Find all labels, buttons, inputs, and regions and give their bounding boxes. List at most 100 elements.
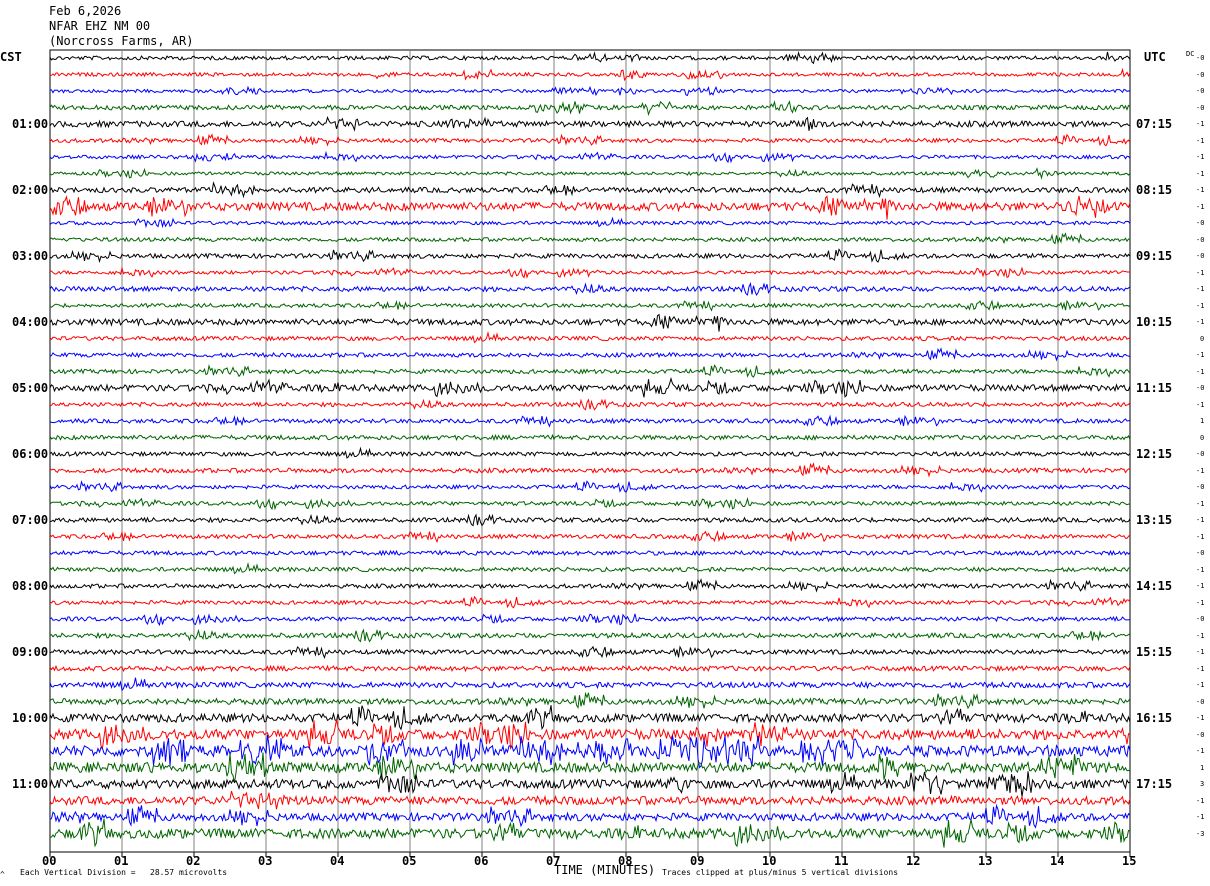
dc-offset-value: -1: [1196, 301, 1205, 310]
cst-time-label: 03:00: [12, 249, 49, 263]
dc-offset-value: -1: [1196, 136, 1205, 145]
trace-row-0: [49, 50, 1131, 65]
left-axis-label: CST: [0, 50, 22, 64]
scale-note: Each Vertical Division = 28.57 microvolt…: [20, 868, 228, 877]
trace-row-32: [49, 578, 1131, 593]
dc-offset-value: -0: [1196, 70, 1205, 79]
dc-offset-value: -0: [1196, 615, 1205, 623]
cst-time-label: 05:00: [12, 381, 49, 395]
header-location: (Norcross Farms, AR): [49, 34, 194, 48]
trace-row-9: [49, 195, 1131, 220]
trace-row-33: [49, 595, 1131, 609]
dc-label: DC: [1186, 50, 1195, 58]
x-tick-label: 09: [690, 854, 705, 868]
x-axis-label: TIME (MINUTES): [554, 863, 656, 877]
dc-offset-value: -1: [1196, 648, 1205, 656]
x-tick-label: 08: [618, 854, 633, 868]
utc-time-label: 13:15: [1136, 513, 1173, 527]
header-station: NFAR EHZ NM 00: [49, 19, 151, 33]
dc-offset-value: -0: [1196, 549, 1205, 557]
dc-offset-value: -1: [1196, 664, 1205, 673]
trace-row-28: [49, 513, 1131, 527]
trace-row-13: [49, 266, 1131, 279]
trace-row-36: [49, 645, 1131, 660]
cst-time-label: 04:00: [12, 315, 49, 329]
dc-offset-value: -1: [1196, 285, 1205, 293]
x-tick-label: 10: [762, 854, 777, 868]
cst-time-label: 01:00: [12, 117, 49, 131]
trace-row-30: [49, 549, 1131, 557]
trace-row-11: [49, 232, 1131, 245]
utc-time-label: 12:15: [1136, 447, 1173, 461]
dc-offset-value: -1: [1196, 598, 1205, 607]
dc-offset-value: -0: [1196, 103, 1205, 112]
dc-offset-value: -0: [1196, 252, 1205, 260]
dc-offset-value: -1: [1196, 153, 1205, 161]
trace-row-8: [49, 181, 1131, 199]
trace-row-20: [49, 376, 1131, 398]
dc-offset-value: 0: [1200, 433, 1205, 442]
trace-row-1: [49, 67, 1131, 82]
dc-offset-value: -1: [1196, 367, 1205, 376]
dc-offset-value: -1: [1196, 747, 1205, 755]
dc-offset-value: -0: [1196, 483, 1205, 491]
x-tick-label: 14: [1050, 854, 1065, 868]
trace-row-44: [49, 771, 1131, 797]
trace-row-38: [49, 677, 1131, 692]
dc-offset-value: 1: [1200, 763, 1205, 772]
x-tick-label: 05: [402, 854, 417, 868]
corner-mark: ^: [0, 870, 5, 879]
dc-offset-value: -1: [1196, 466, 1205, 475]
x-tick-label: 00: [42, 854, 57, 868]
cst-time-label: 08:00: [12, 579, 49, 593]
x-tick-label: 03: [258, 854, 273, 868]
cst-time-label: 06:00: [12, 447, 49, 461]
trace-row-26: [49, 480, 1131, 493]
trace-row-4: [49, 116, 1131, 132]
dc-offset-value: -1: [1196, 351, 1205, 359]
trace-row-18: [49, 347, 1131, 362]
trace-row-14: [49, 281, 1131, 296]
trace-row-6: [49, 150, 1131, 164]
header-date: Feb 6,2026: [49, 4, 122, 18]
utc-time-label: 07:15: [1136, 117, 1173, 131]
dc-offset-value: -1: [1196, 516, 1205, 524]
seismic-traces: [49, 50, 1131, 848]
utc-time-label: 16:15: [1136, 711, 1173, 725]
dc-offset-value: -0: [1196, 235, 1205, 244]
dc-offset-value: 3: [1200, 780, 1205, 788]
trace-row-3: [49, 100, 1131, 117]
dc-offset-value: -1: [1196, 169, 1205, 178]
utc-time-label: 10:15: [1136, 315, 1173, 329]
trace-row-19: [49, 364, 1131, 378]
dc-offset-value: -0: [1196, 450, 1205, 458]
cst-time-label: 10:00: [12, 711, 49, 725]
cst-time-label: 07:00: [12, 513, 49, 527]
utc-time-label: 11:15: [1136, 381, 1173, 395]
trace-row-39: [49, 691, 1131, 710]
dc-offset-value: -1: [1196, 268, 1205, 277]
trace-row-29: [49, 529, 1131, 544]
dc-offset-value: 1: [1200, 417, 1205, 425]
x-tick-label: 06: [474, 854, 489, 868]
dc-offset-value: -1: [1196, 120, 1205, 128]
trace-row-17: [49, 330, 1131, 344]
trace-row-45: [49, 790, 1131, 810]
cst-time-label: 09:00: [12, 645, 49, 659]
trace-row-5: [49, 133, 1131, 147]
x-tick-label: 02: [186, 854, 201, 868]
trace-row-22: [49, 414, 1131, 428]
trace-row-24: [49, 446, 1131, 459]
trace-row-40: [49, 705, 1131, 731]
trace-row-15: [49, 299, 1131, 312]
trace-row-41: [49, 719, 1131, 750]
dc-offset-value: -1: [1196, 631, 1205, 640]
trace-row-7: [49, 167, 1131, 180]
dc-offset-value: 0: [1200, 334, 1205, 343]
right-axis-label: UTC: [1144, 50, 1166, 64]
dc-offset-value: -1: [1196, 714, 1205, 722]
x-tick-label: 01: [114, 854, 129, 868]
cst-time-label: 11:00: [12, 777, 49, 791]
dc-offset-value: -1: [1196, 681, 1205, 689]
